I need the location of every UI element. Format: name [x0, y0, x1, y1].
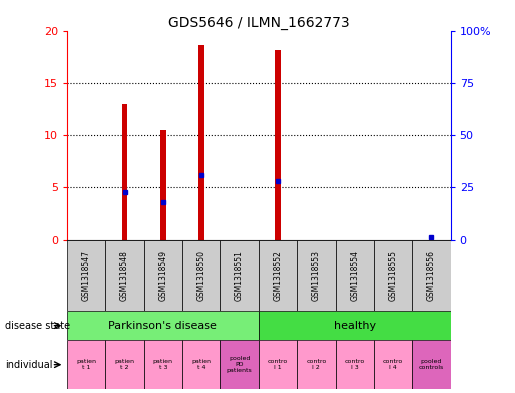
Text: GSM1318549: GSM1318549: [159, 250, 167, 301]
Bar: [160, 130, 166, 239]
Bar: [259, 311, 451, 340]
Text: individual: individual: [5, 360, 53, 370]
Bar: [220, 340, 259, 389]
Bar: [67, 311, 259, 340]
Text: Parkinson's disease: Parkinson's disease: [109, 321, 217, 331]
Text: GSM1318550: GSM1318550: [197, 250, 205, 301]
Text: GSM1318548: GSM1318548: [120, 250, 129, 301]
Text: contro
l 1: contro l 1: [268, 359, 288, 370]
Bar: [297, 239, 336, 311]
Text: contro
l 2: contro l 2: [306, 359, 327, 370]
Bar: [374, 239, 413, 311]
Text: GSM1318551: GSM1318551: [235, 250, 244, 301]
Bar: [144, 340, 182, 389]
Text: GSM1318552: GSM1318552: [273, 250, 282, 301]
Bar: [220, 239, 259, 311]
Bar: [144, 239, 182, 311]
Bar: [336, 340, 374, 389]
Bar: [122, 104, 127, 239]
Bar: [106, 340, 144, 389]
Bar: [182, 239, 220, 311]
Bar: [67, 340, 105, 389]
Bar: [336, 239, 374, 311]
Text: GSM1318555: GSM1318555: [389, 250, 398, 301]
Bar: [259, 239, 297, 311]
Text: pooled
PD
patients: pooled PD patients: [227, 356, 252, 373]
Text: GSM1318554: GSM1318554: [350, 250, 359, 301]
Bar: [182, 340, 220, 389]
Text: patien
t 1: patien t 1: [76, 359, 96, 370]
Text: GSM1318553: GSM1318553: [312, 250, 321, 301]
Text: contro
l 3: contro l 3: [345, 359, 365, 370]
Bar: [106, 239, 144, 311]
Bar: [297, 340, 336, 389]
Text: GSM1318556: GSM1318556: [427, 250, 436, 301]
Text: healthy: healthy: [334, 321, 376, 331]
Title: GDS5646 / ILMN_1662773: GDS5646 / ILMN_1662773: [168, 17, 350, 30]
Bar: [275, 50, 281, 239]
Bar: [412, 239, 451, 311]
Text: disease state: disease state: [5, 321, 70, 331]
Text: GSM1318547: GSM1318547: [82, 250, 91, 301]
Bar: [67, 239, 105, 311]
Text: patien
t 3: patien t 3: [153, 359, 173, 370]
Bar: [374, 340, 413, 389]
Text: patien
t 2: patien t 2: [114, 359, 134, 370]
Text: contro
l 4: contro l 4: [383, 359, 403, 370]
Text: pooled
controls: pooled controls: [419, 359, 444, 370]
Bar: [259, 340, 297, 389]
Bar: [198, 45, 204, 239]
Text: patien
t 4: patien t 4: [191, 359, 211, 370]
Bar: [412, 340, 451, 389]
